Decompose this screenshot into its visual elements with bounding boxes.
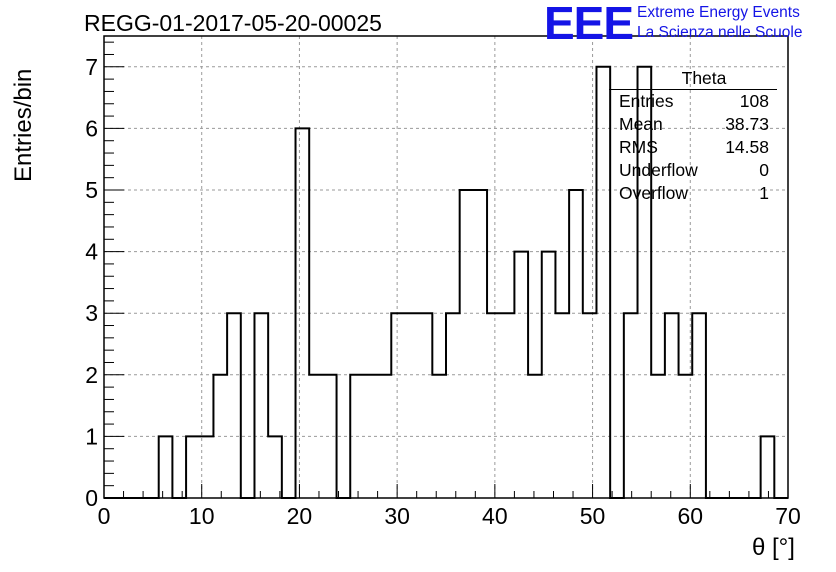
stats-value: 38.73	[725, 114, 769, 134]
histogram-bin	[446, 313, 460, 498]
histogram-bin	[460, 190, 474, 498]
y-tick-label: 7	[85, 54, 98, 80]
histogram-bin	[501, 313, 515, 498]
y-tick-label: 1	[85, 423, 98, 449]
histogram-bin	[555, 313, 569, 498]
histogram-bin	[583, 313, 597, 498]
x-tick-label: 20	[287, 503, 313, 529]
stats-row-mean: Mean 38.73	[609, 113, 777, 136]
stats-value: 1	[759, 183, 769, 203]
stats-row-underflow: Underflow 0	[609, 159, 777, 182]
y-axis-label: Entries/bin	[10, 68, 37, 182]
histogram-bin	[159, 436, 173, 498]
x-tick-label: 10	[189, 503, 215, 529]
stats-label: Underflow	[619, 160, 698, 180]
brand-line-1: Extreme Energy Events	[637, 4, 800, 21]
histogram-bars	[104, 65, 788, 499]
x-tick-label: 40	[482, 503, 508, 529]
y-tick-label: 4	[85, 239, 98, 265]
histogram-bin	[542, 252, 556, 498]
y-tick-label: 3	[85, 300, 98, 326]
histogram-bin	[323, 375, 337, 498]
stats-value: 0	[759, 160, 769, 180]
histogram-bin	[268, 436, 282, 498]
histogram-bin	[761, 436, 775, 498]
x-tick-label: 60	[677, 503, 703, 529]
histogram-bin	[364, 375, 378, 498]
y-tick-label: 6	[85, 115, 98, 141]
stats-row-rms: RMS 14.58	[609, 136, 777, 159]
stats-label: Entries	[619, 91, 674, 111]
histogram-bin	[432, 375, 446, 498]
y-tick-label: 2	[85, 362, 98, 388]
histogram-bin	[651, 375, 665, 498]
histogram-bin	[405, 313, 419, 498]
histogram-bin	[692, 313, 706, 498]
brand-line-2: La Scienza nelle Scuole	[637, 24, 803, 41]
eee-logo: EEE	[544, 0, 634, 49]
histogram-bin	[186, 436, 200, 498]
histogram-bin	[419, 313, 433, 498]
histogram-bin	[473, 190, 487, 498]
histogram-bin	[227, 313, 241, 498]
x-tick-label: 70	[775, 503, 801, 529]
histogram-bin	[309, 375, 323, 498]
histogram-bin	[679, 375, 693, 498]
stats-label: Mean	[619, 114, 663, 134]
histogram-bin	[378, 375, 392, 498]
histogram-bin	[254, 313, 268, 498]
x-tick-label: 0	[98, 503, 111, 529]
histogram-bin	[665, 313, 679, 498]
histogram-bin	[350, 375, 364, 498]
histogram-bin	[569, 190, 583, 498]
x-axis-label: θ [°]	[752, 534, 795, 561]
stats-box: Theta Entries 108 Mean 38.73 RMS 14.58 U…	[609, 67, 777, 205]
plot-frame	[103, 35, 789, 499]
stats-label: RMS	[619, 137, 658, 157]
histogram-bin	[624, 313, 638, 498]
histogram-outline	[104, 65, 788, 499]
axis-ticks	[103, 41, 789, 499]
x-tick-label: 30	[384, 503, 410, 529]
stats-title: Theta	[609, 67, 777, 90]
histogram-bin	[487, 313, 501, 498]
histogram-bin	[391, 313, 405, 498]
stats-value: 14.58	[725, 137, 769, 157]
stats-row-entries: Entries 108	[609, 90, 777, 113]
y-tick-label: 5	[85, 177, 98, 203]
histogram-bin	[213, 375, 227, 498]
y-tick-label: 0	[85, 485, 98, 511]
histogram-bin	[514, 252, 528, 498]
x-tick-label: 50	[580, 503, 606, 529]
stats-row-overflow: Overflow 1	[609, 182, 777, 205]
histogram-bin	[528, 375, 542, 498]
histogram-bin	[296, 128, 310, 498]
stats-label: Overflow	[619, 183, 689, 203]
chart-title: REGG-01-2017-05-20-00025	[84, 10, 382, 36]
stats-value: 108	[739, 91, 769, 111]
